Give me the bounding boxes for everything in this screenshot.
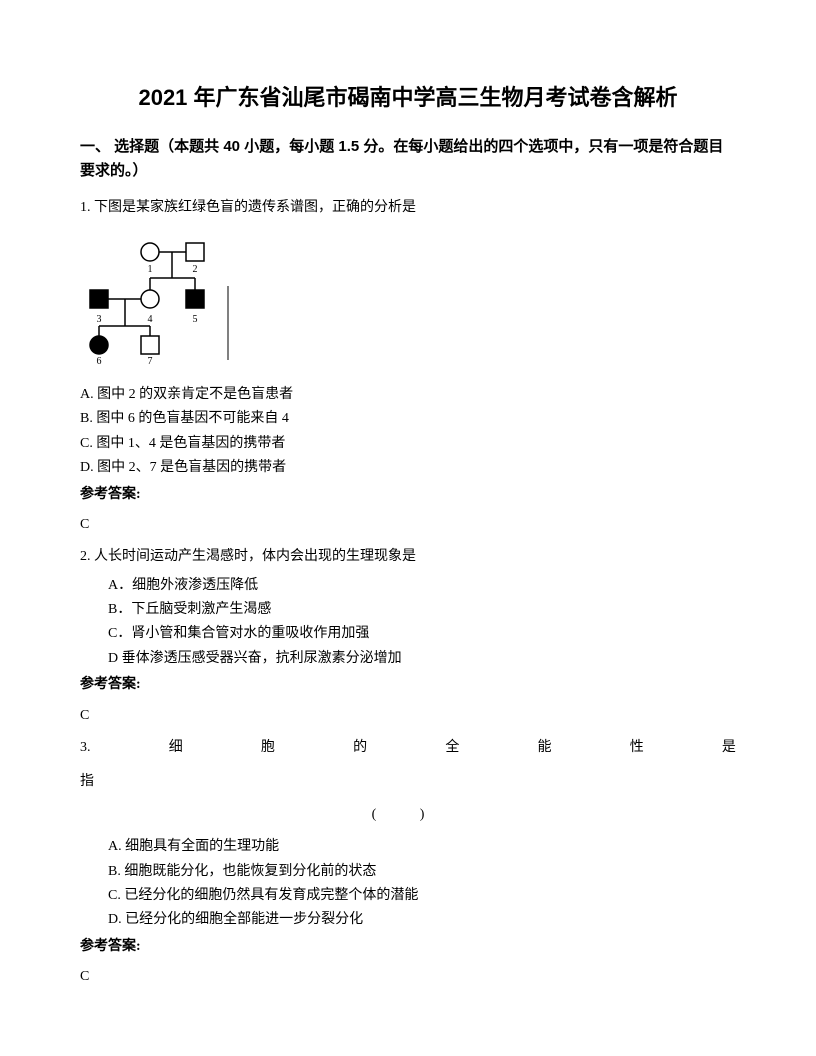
q1-stem: 1. 下图是某家族红绿色盲的遗传系谱图，正确的分析是 — [80, 197, 736, 219]
q1-answer-label: 参考答案: — [80, 484, 736, 506]
q3-stem-line2: 指 — [80, 771, 736, 793]
svg-text:7: 7 — [148, 356, 153, 364]
q2-option-c: C．肾小管和集合管对水的重吸收作用加强 — [80, 623, 736, 645]
svg-text:5: 5 — [193, 314, 198, 325]
q3-num: 3. — [80, 737, 91, 759]
svg-text:4: 4 — [148, 314, 153, 325]
q3-w6: 性 — [630, 737, 644, 759]
q3-w3: 的 — [353, 737, 367, 759]
q3-w2: 胞 — [261, 737, 275, 759]
svg-text:2: 2 — [193, 264, 198, 275]
question-3: 3. 细 胞 的 全 能 性 是 指 ( ) A. 细胞具有全面的生理功能 B.… — [80, 737, 736, 989]
q1-answer: C — [80, 514, 736, 536]
q3-option-d: D. 已经分化的细胞全部能进一步分裂分化 — [80, 909, 736, 931]
q1-option-b: B. 图中 6 的色盲基因不可能来自 4 — [80, 408, 736, 430]
q3-option-b: B. 细胞既能分化，也能恢复到分化前的状态 — [80, 861, 736, 883]
q3-option-c: C. 已经分化的细胞仍然具有发育成完整个体的潜能 — [80, 885, 736, 907]
svg-text:1: 1 — [148, 264, 153, 275]
q3-answer: C — [80, 966, 736, 988]
q3-w7: 是 — [722, 737, 736, 759]
section-header: 一、 选择题（本题共 40 小题，每小题 1.5 分。在每小题给出的四个选项中，… — [80, 135, 736, 183]
question-1: 1. 下图是某家族红绿色盲的遗传系谱图，正确的分析是 1 2 3 4 5 6 — [80, 197, 736, 536]
q2-answer-label: 参考答案: — [80, 674, 736, 696]
svg-text:3: 3 — [97, 314, 102, 325]
q3-stem-line1: 3. 细 胞 的 全 能 性 是 — [80, 737, 736, 759]
q1-option-c: C. 图中 1、4 是色盲基因的携带者 — [80, 433, 736, 455]
q2-answer: C — [80, 705, 736, 727]
q1-option-d: D. 图中 2、7 是色盲基因的携带者 — [80, 457, 736, 479]
q3-w1: 细 — [169, 737, 183, 759]
q3-w4: 全 — [445, 737, 459, 759]
q3-answer-label: 参考答案: — [80, 936, 736, 958]
q2-option-b: B．下丘脑受刺激产生渴感 — [80, 599, 736, 621]
q1-option-a: A. 图中 2 的双亲肯定不是色盲患者 — [80, 384, 736, 406]
pedigree-diagram: 1 2 3 4 5 6 7 — [80, 234, 240, 364]
q2-option-a: A．细胞外液渗透压降低 — [80, 575, 736, 597]
q2-stem: 2. 人长时间运动产生渴感时，体内会出现的生理现象是 — [80, 546, 736, 568]
q3-paren: ( ) — [80, 804, 736, 826]
q3-w5: 能 — [538, 737, 552, 759]
svg-text:6: 6 — [97, 356, 102, 364]
page-title: 2021 年广东省汕尾市碣南中学高三生物月考试卷含解析 — [80, 80, 736, 115]
q2-option-d: D 垂体渗透压感受器兴奋，抗利尿激素分泌增加 — [80, 648, 736, 670]
q3-option-a: A. 细胞具有全面的生理功能 — [80, 836, 736, 858]
question-2: 2. 人长时间运动产生渴感时，体内会出现的生理现象是 A．细胞外液渗透压降低 B… — [80, 546, 736, 727]
